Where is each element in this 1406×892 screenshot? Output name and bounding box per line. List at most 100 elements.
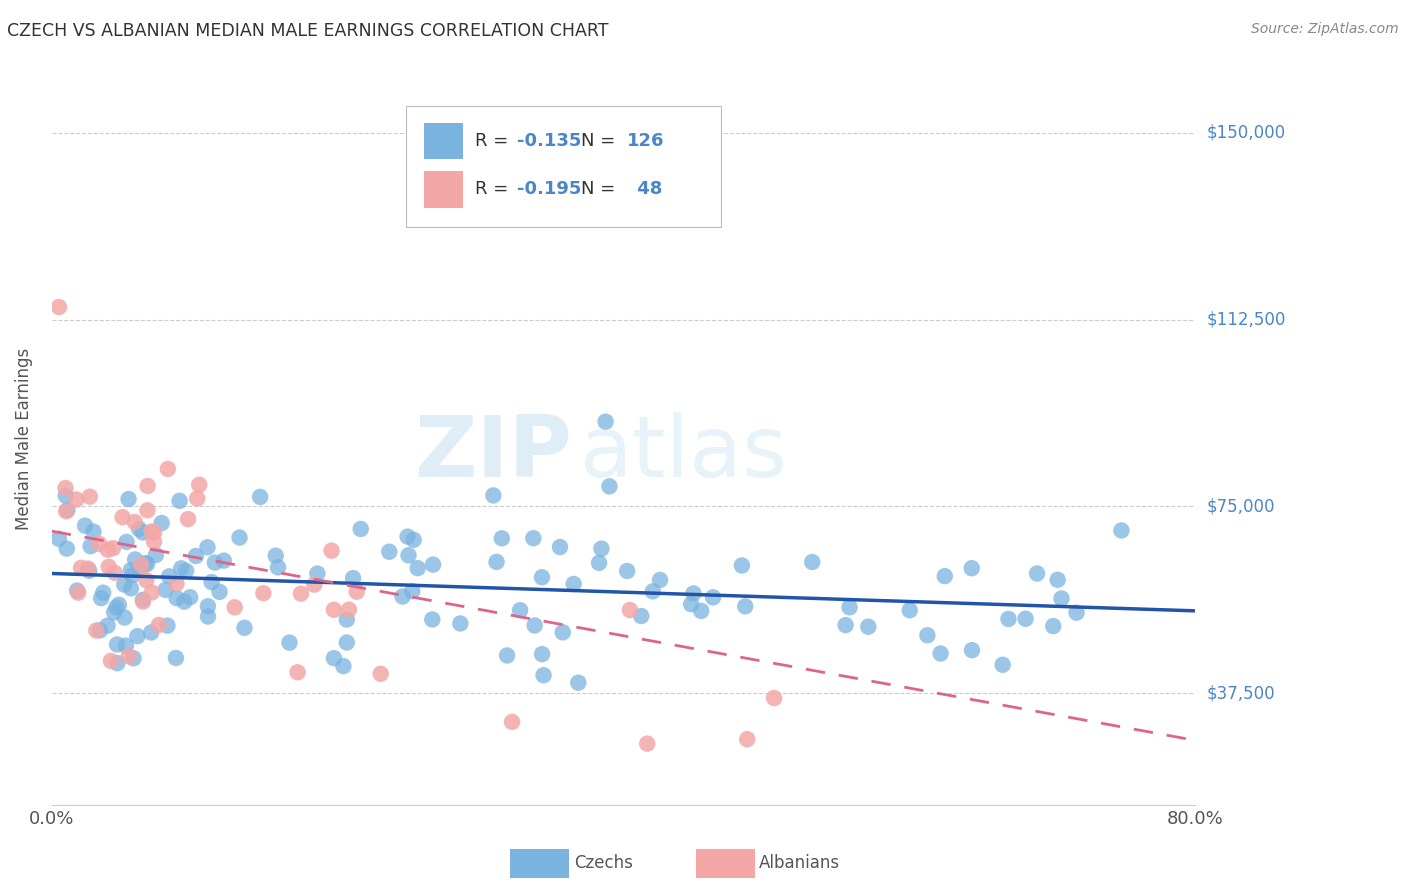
Point (48, 300, 70, 314)
Point (406, 561, 429, 575)
Point (156, 618, 179, 632)
Point (166, 576, 188, 591)
Point (233, 621, 256, 635)
Text: $112,500: $112,500 (1206, 310, 1285, 328)
Point (420, 613, 443, 627)
Point (264, 549, 287, 563)
Point (531, 647, 554, 661)
Point (997, 612, 1019, 626)
Point (287, 665, 309, 680)
Point (132, 592, 155, 607)
Point (682, 586, 704, 600)
Point (112, 577, 135, 591)
Point (616, 564, 638, 578)
Point (533, 668, 555, 682)
Point (197, 541, 219, 555)
Point (97, 618, 120, 632)
FancyBboxPatch shape (425, 171, 464, 208)
Text: $75,000: $75,000 (1206, 497, 1275, 516)
Point (67, 585, 90, 599)
Point (129, 558, 152, 572)
Point (55, 481, 77, 495)
Text: -0.135: -0.135 (517, 132, 582, 150)
Point (141, 524, 163, 539)
Point (91, 585, 114, 599)
Text: Albanians: Albanians (759, 855, 841, 872)
Point (801, 555, 824, 569)
Text: 48: 48 (631, 180, 662, 198)
Point (224, 600, 246, 615)
Point (648, 573, 671, 587)
Text: $37,500: $37,500 (1206, 684, 1275, 702)
Point (346, 584, 368, 599)
Point (79, 539, 101, 553)
Point (567, 675, 589, 690)
Point (690, 604, 713, 618)
Point (186, 491, 208, 506)
Point (322, 603, 344, 617)
Point (370, 666, 392, 681)
Point (501, 714, 523, 729)
Point (143, 525, 166, 540)
Point (350, 522, 373, 536)
Point (111, 510, 134, 524)
Point (124, 552, 146, 566)
Point (530, 570, 553, 584)
Point (114, 610, 136, 624)
Point (141, 625, 163, 640)
Point (156, 462, 179, 476)
Point (165, 651, 187, 665)
Point (1050, 591, 1073, 606)
Point (917, 628, 939, 642)
Point (128, 561, 150, 575)
Point (1066, 606, 1088, 620)
Point (378, 545, 401, 559)
Point (562, 577, 585, 591)
Point (212, 554, 235, 568)
Point (136, 557, 159, 571)
Point (135, 573, 157, 587)
Point (591, 541, 613, 556)
Text: R =: R = (475, 132, 513, 150)
Point (522, 531, 544, 545)
Point (90, 591, 112, 606)
Point (143, 534, 166, 549)
Point (898, 603, 921, 617)
Point (960, 561, 983, 575)
Point (252, 586, 274, 600)
Point (169, 493, 191, 508)
Text: 126: 126 (627, 132, 665, 150)
Point (55, 504, 77, 518)
Point (398, 549, 420, 563)
Point (188, 477, 211, 491)
Point (197, 609, 219, 624)
Point (70, 561, 93, 575)
Point (55, 541, 77, 556)
Text: ZIP: ZIP (415, 412, 572, 495)
Point (201, 575, 224, 590)
Point (228, 531, 250, 545)
Point (170, 561, 193, 575)
Point (702, 591, 724, 605)
Point (734, 599, 756, 614)
Point (56, 503, 79, 517)
Point (132, 525, 155, 540)
Point (166, 591, 188, 606)
Text: atlas: atlas (579, 412, 787, 495)
Point (79, 490, 101, 504)
Point (173, 594, 195, 608)
Point (523, 618, 546, 632)
Point (86, 624, 108, 638)
FancyBboxPatch shape (406, 106, 721, 227)
Point (77, 561, 100, 575)
Point (960, 643, 983, 657)
Point (401, 584, 423, 599)
Point (396, 530, 419, 544)
Point (105, 600, 128, 615)
Point (141, 585, 163, 599)
Point (321, 543, 343, 558)
Point (179, 591, 201, 605)
FancyBboxPatch shape (425, 123, 464, 160)
Point (87, 537, 110, 551)
Text: N =: N = (581, 180, 621, 198)
